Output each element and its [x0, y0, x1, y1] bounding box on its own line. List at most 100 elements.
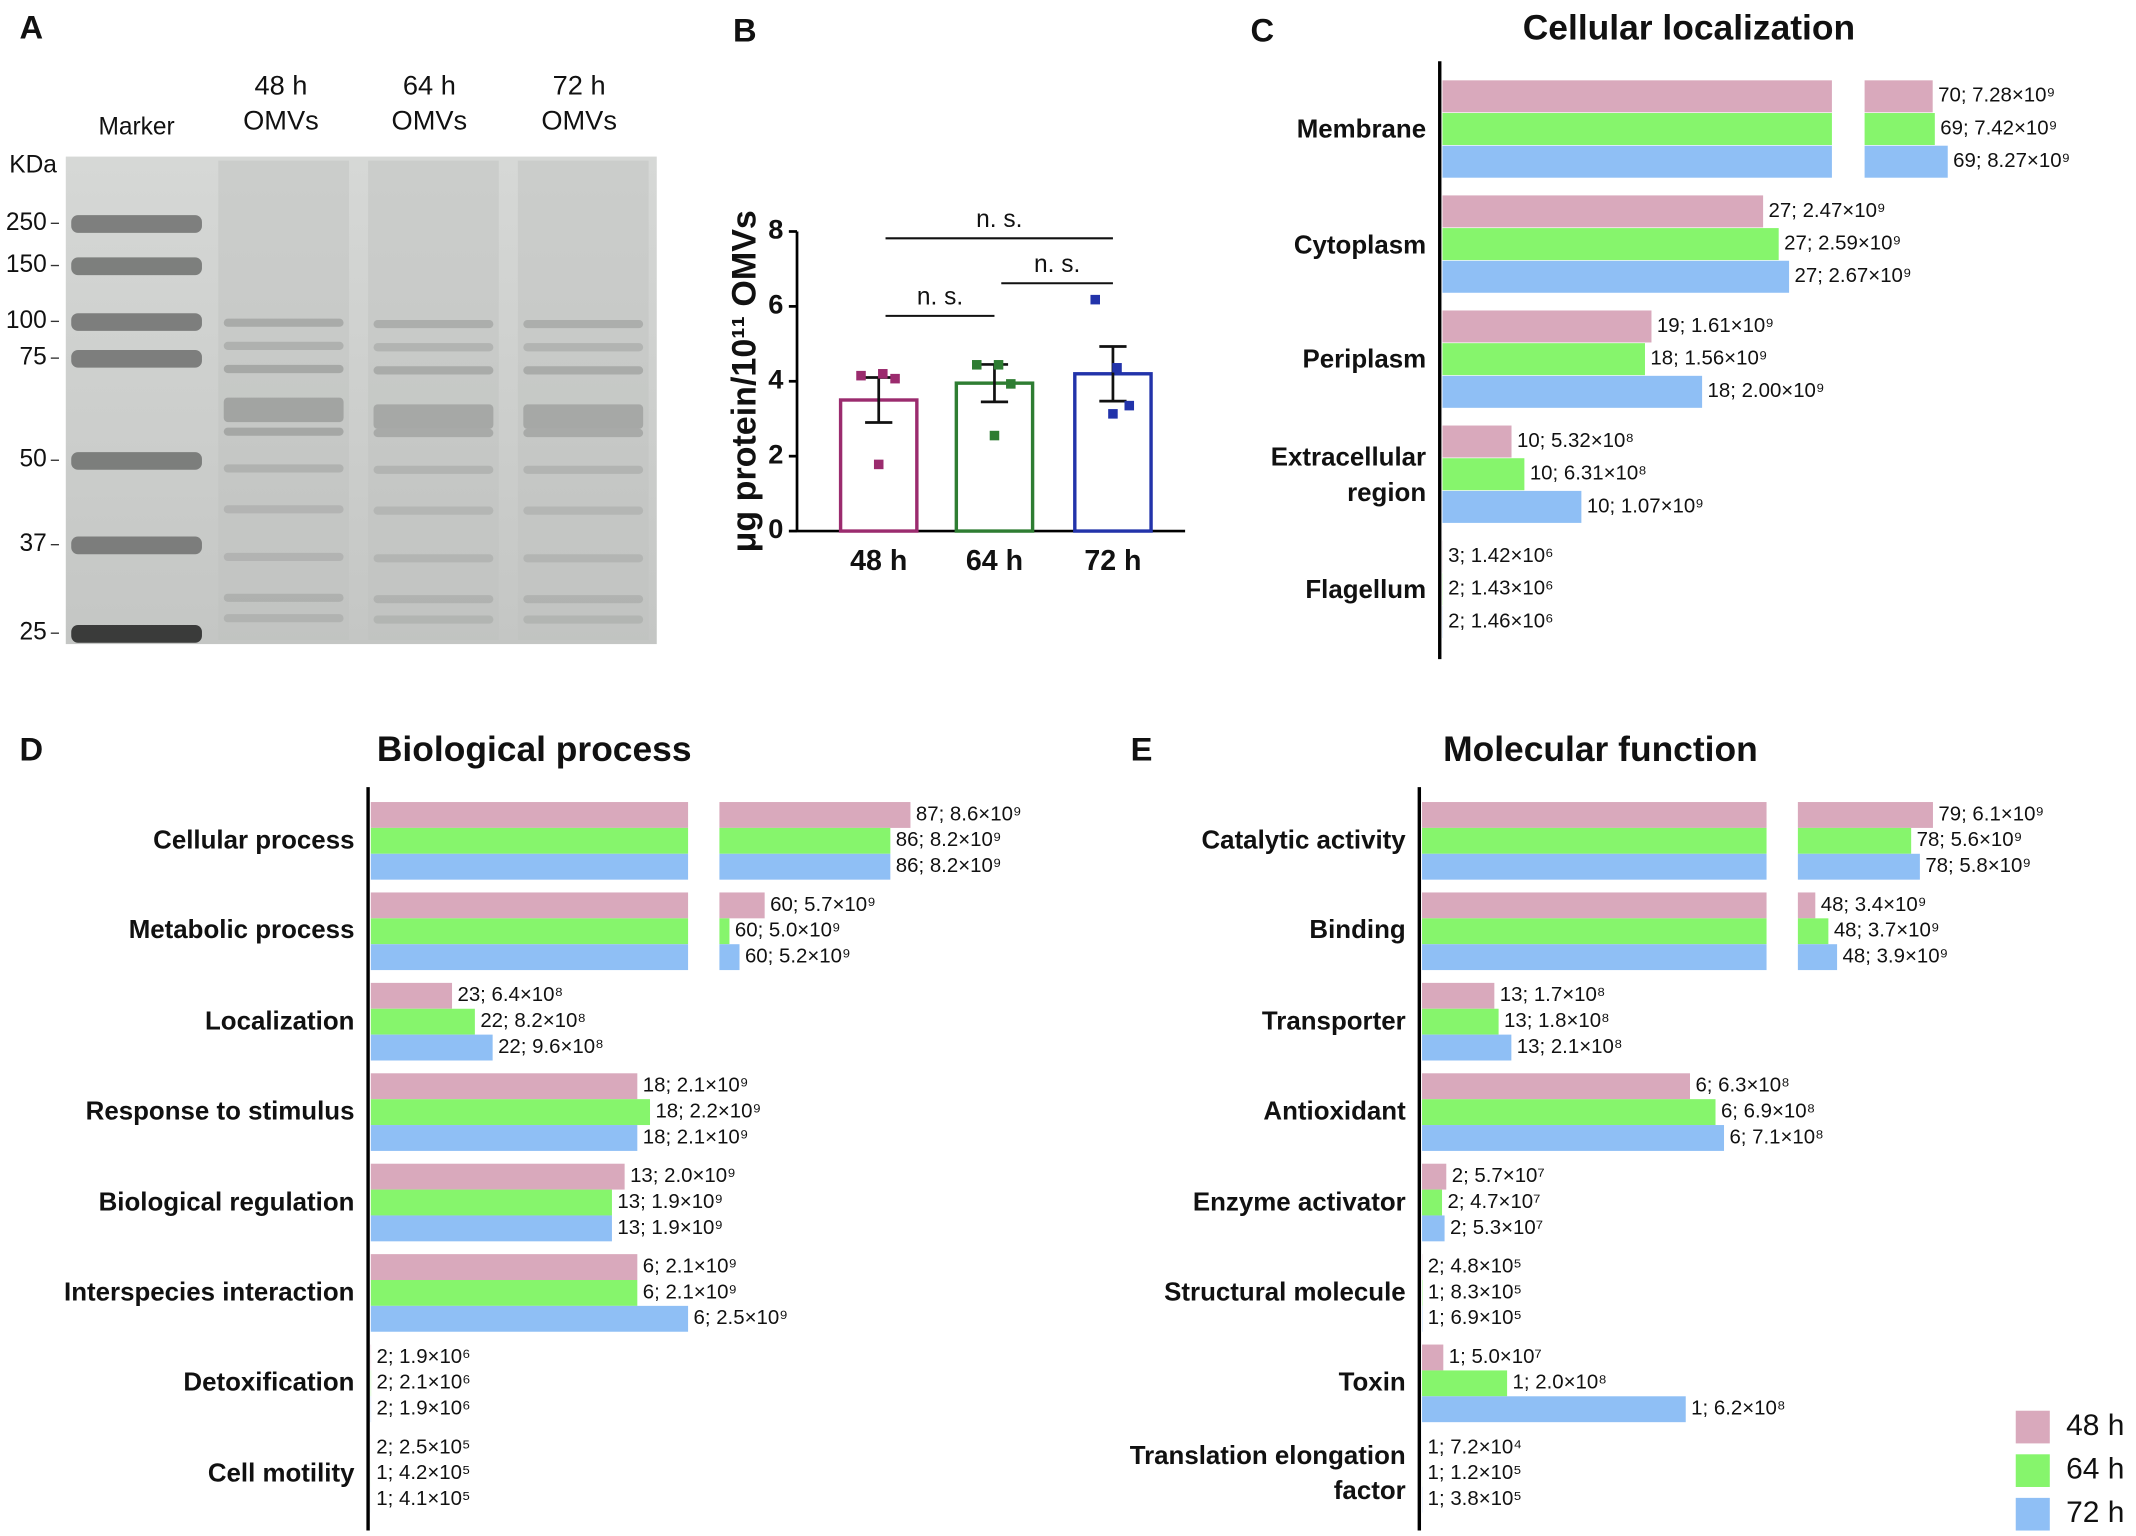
value-label: 27; 2.47×10⁹	[1769, 200, 1886, 222]
x-tick-label: 48 h	[850, 545, 907, 577]
value-label: 2; 1.43×10⁶	[1448, 578, 1553, 600]
bar	[370, 1280, 638, 1306]
value-label: 6; 7.1×10⁸	[1729, 1126, 1823, 1148]
data-point	[1006, 379, 1016, 389]
value-label: 3; 1.42×10⁶	[1448, 545, 1553, 567]
category-label-box: Cytoplasm	[1293, 230, 1427, 260]
value-label: 2; 1.46×10⁶	[1448, 610, 1553, 632]
value-label: 22; 9.6×10⁸	[498, 1036, 604, 1058]
bar	[370, 1008, 475, 1035]
value-label: 2; 4.8×10⁵	[1428, 1255, 1522, 1277]
value-label: 27; 2.67×10⁹	[1795, 265, 1912, 287]
bar	[1797, 827, 1912, 854]
category-label-box: Transporter	[1262, 1007, 1406, 1036]
panel-label: B	[733, 11, 757, 48]
value-label: 60; 5.7×10⁹	[770, 894, 876, 916]
value-label: 18; 1.56×10⁹	[1650, 348, 1767, 370]
category-label: Enzyme activator	[1192, 1188, 1406, 1217]
lane-sub-label: OMVs	[392, 105, 468, 136]
bar	[1442, 80, 1832, 113]
marker-label: 25	[19, 619, 46, 646]
sample-band	[373, 465, 494, 474]
value-label: 13; 1.9×10⁹	[617, 1191, 723, 1213]
category-label: Antioxidant	[1263, 1097, 1406, 1127]
value-label: 6; 2.1×10⁹	[643, 1255, 737, 1277]
category-label: Cytoplasm	[1293, 230, 1427, 260]
bar	[1422, 802, 1767, 828]
panel-label: C	[1250, 11, 1274, 48]
legend-label: 64 h	[2066, 1453, 2124, 1486]
value-label: 48; 3.9×10⁹	[1843, 946, 1949, 968]
value-label: 78; 5.8×10⁹	[1925, 855, 2031, 877]
value-label: 10; 1.07×10⁹	[1587, 495, 1704, 517]
sample-band	[373, 554, 494, 563]
bar	[1422, 892, 1767, 919]
category-label-box: Interspecies interaction	[64, 1278, 355, 1308]
sample-band	[223, 397, 344, 423]
bar	[1442, 343, 1645, 376]
value-label: 60; 5.0×10⁹	[735, 920, 841, 942]
bar	[1442, 113, 1832, 146]
bar	[370, 918, 689, 945]
sample-band	[523, 506, 644, 515]
value-label: 18; 2.1×10⁹	[643, 1126, 749, 1148]
value-label: 2; 1.9×10⁶	[376, 1346, 470, 1368]
marker-band	[71, 215, 202, 233]
bar	[1422, 1396, 1686, 1423]
y-tick-label: 2	[768, 438, 783, 469]
x-tick-label: 72 h	[1084, 545, 1141, 577]
bar	[370, 1254, 638, 1280]
bar	[1442, 145, 1832, 178]
category-label-box: Response to stimulus	[86, 1098, 355, 1127]
sample-band	[373, 615, 494, 624]
lane-sub-label: OMVs	[541, 105, 617, 136]
lane-sub-label: OMVs	[243, 105, 319, 136]
category-label: Detoxification	[183, 1369, 355, 1398]
category-label: Cellular process	[153, 826, 355, 856]
value-label: 48; 3.4×10⁹	[1821, 894, 1927, 916]
bar	[1422, 982, 1495, 1009]
value-label: 2; 4.7×10⁷	[1447, 1191, 1540, 1213]
bar	[719, 853, 891, 880]
annotation: n. s.	[976, 206, 1022, 233]
marker-band	[71, 625, 202, 643]
sample-band	[223, 552, 344, 562]
value-label: 69; 7.42×10⁹	[1940, 117, 2057, 139]
sample-lane	[368, 160, 499, 640]
bar	[1442, 228, 1779, 261]
value-label: 1; 8.3×10⁵	[1428, 1281, 1522, 1303]
annotation: n. s.	[917, 284, 963, 311]
value-label: 78; 5.6×10⁹	[1917, 829, 2023, 851]
category-label: Biological regulation	[98, 1188, 355, 1217]
bar	[1422, 853, 1767, 880]
marker-label: 50	[19, 446, 46, 473]
legend-label: 72 h	[2066, 1496, 2124, 1529]
value-label: 2; 5.3×10⁷	[1450, 1217, 1543, 1239]
bar	[1422, 1215, 1445, 1242]
category-label-box: Toxin	[1339, 1369, 1406, 1398]
bar	[370, 1163, 625, 1190]
bar	[719, 802, 911, 828]
value-label: 19; 1.61×10⁹	[1657, 315, 1774, 337]
category-label-box: Periplasm	[1302, 346, 1426, 375]
marker-label: 100	[6, 307, 47, 334]
y-tick-label: 8	[768, 214, 783, 245]
sample-band	[373, 428, 494, 438]
bar	[370, 1189, 612, 1216]
marker-label: 150	[6, 251, 47, 278]
value-label: 1; 2.0×10⁸	[1513, 1372, 1607, 1394]
bar	[1442, 425, 1512, 458]
marker-band	[71, 452, 202, 470]
bar	[719, 918, 730, 945]
value-label: 79; 6.1×10⁹	[1938, 803, 2044, 825]
sample-band	[523, 428, 644, 438]
sample-band	[223, 505, 344, 514]
category-label-box: Metabolic process	[129, 917, 355, 946]
legend-label: 48 h	[2066, 1409, 2124, 1442]
category-label-box: Antioxidant	[1263, 1097, 1406, 1127]
value-label: 60; 5.2×10⁹	[745, 946, 851, 968]
sample-band	[223, 364, 344, 374]
value-label: 2; 1.9×10⁶	[376, 1398, 470, 1420]
bar	[1797, 892, 1816, 919]
category-label: Interspecies interaction	[64, 1278, 355, 1308]
